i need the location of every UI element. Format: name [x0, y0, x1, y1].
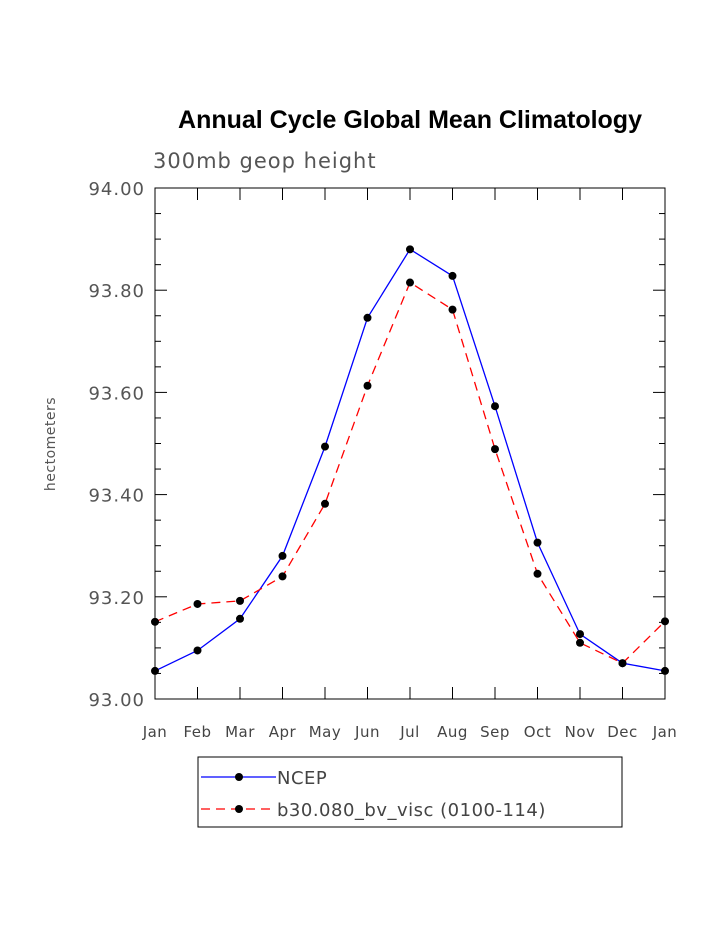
data-point-series-0 — [278, 551, 287, 560]
legend-marker-ncep — [235, 773, 243, 781]
data-point-series-1 — [363, 381, 372, 390]
x-tick-label: May — [309, 723, 342, 741]
data-point-series-1 — [448, 305, 457, 314]
data-point-series-1 — [618, 659, 627, 668]
data-point-series-1 — [236, 596, 244, 605]
data-point-series-1 — [576, 638, 584, 647]
data-point-series-0 — [321, 442, 329, 451]
y-tick-label: 93.20 — [88, 588, 145, 609]
chart-title: Annual Cycle Global Mean Climatology — [178, 106, 642, 134]
data-point-series-1 — [321, 499, 329, 508]
y-axis-label: hectometers — [43, 397, 59, 491]
x-tick-label: Jun — [354, 723, 380, 741]
x-tick-label: Oct — [524, 723, 551, 741]
x-tick-label: Jul — [399, 723, 420, 741]
legend: NCEP b30.080_bv_visc (0100-114) — [197, 756, 623, 828]
y-tick-label: 93.40 — [88, 486, 145, 507]
x-tick-label: Jan — [652, 723, 678, 741]
x-tick-label: Aug — [437, 723, 468, 741]
x-tick-label: Apr — [269, 723, 297, 741]
data-point-series-0 — [533, 538, 542, 547]
legend-marker-model — [235, 805, 243, 813]
x-tick-label: Dec — [607, 723, 638, 741]
data-point-series-0 — [661, 666, 669, 675]
y-tick-label: 93.00 — [88, 690, 145, 711]
data-point-series-0 — [491, 402, 499, 411]
data-point-series-0 — [193, 646, 202, 655]
y-tick-label: 93.60 — [88, 383, 145, 404]
data-point-series-1 — [661, 617, 669, 626]
data-point-series-0 — [236, 614, 244, 623]
y-tick-label: 93.80 — [88, 281, 145, 302]
x-tick-label: Feb — [183, 723, 211, 741]
data-point-series-1 — [491, 445, 499, 454]
data-point-series-1 — [193, 599, 202, 608]
y-tick-label: 94.00 — [88, 179, 145, 200]
data-point-series-0 — [448, 271, 457, 280]
legend-label-model: b30.080_bv_visc (0100-114) — [277, 800, 546, 821]
data-point-series-0 — [363, 313, 372, 322]
x-tick-label: Jan — [142, 723, 168, 741]
data-point-series-0 — [151, 666, 159, 675]
legend-box — [197, 756, 623, 828]
data-point-series-1 — [533, 569, 542, 578]
series-line-1 — [154, 281, 666, 664]
data-point-series-1 — [406, 278, 414, 287]
data-point-series-1 — [278, 572, 287, 581]
chart-subtitle: 300mb geop height — [153, 149, 377, 173]
series-line-0 — [154, 248, 666, 672]
x-tick-label: Nov — [565, 723, 596, 741]
legend-label-ncep: NCEP — [277, 768, 327, 789]
data-point-series-0 — [576, 630, 584, 639]
data-point-series-0 — [406, 245, 414, 254]
x-tick-label: Sep — [480, 723, 510, 741]
x-tick-label: Mar — [225, 723, 255, 741]
plot-frame — [154, 187, 666, 700]
data-point-series-1 — [151, 617, 159, 626]
